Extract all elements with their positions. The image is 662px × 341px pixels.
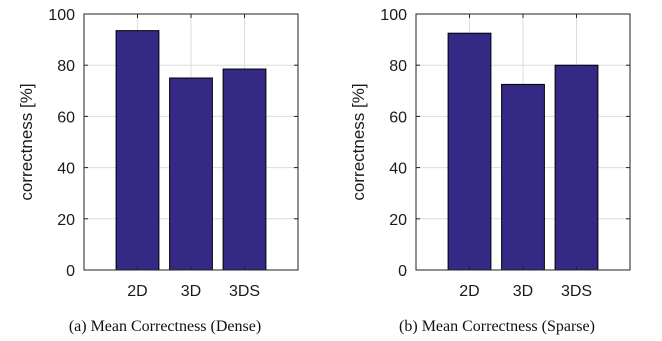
y-tick-label: 60	[57, 109, 75, 126]
x-tick-label: 2D	[127, 283, 147, 300]
bar-3d	[501, 83, 545, 271]
y-axis-label: correctness [%]	[349, 83, 368, 200]
y-tick-label: 60	[389, 109, 407, 126]
x-tick-label: 3D	[513, 283, 533, 300]
bar-3ds	[222, 68, 267, 271]
chart-sparse: 0 20 40 60 80 100 2D 3D 3DS correctness [%]	[349, 7, 631, 300]
bar-2d	[115, 30, 160, 271]
y-tick-label: 80	[389, 58, 407, 75]
bar-2d	[447, 32, 492, 271]
x-tick-label: 3DS	[229, 283, 260, 300]
x-tick-label: 3DS	[561, 283, 592, 300]
caption-dense: (a) Mean Correctness (Dense)	[69, 318, 261, 335]
x-tick-label: 2D	[459, 283, 479, 300]
x-tick-label: 3D	[181, 283, 201, 300]
y-tick-label: 40	[57, 161, 75, 178]
y-tick-label: 0	[398, 263, 407, 280]
y-tick-label: 20	[57, 212, 75, 229]
chart-dense: 0 20 40 60 80 100 2D 3D 3DS correctness [%]	[17, 7, 299, 300]
y-tick-label: 20	[389, 212, 407, 229]
bar-3d	[169, 77, 213, 271]
y-tick-label: 100	[48, 7, 75, 24]
y-tick-label: 100	[380, 7, 407, 24]
y-tick-label: 80	[57, 58, 75, 75]
bar-3ds	[554, 64, 599, 271]
caption-sparse: (b) Mean Correctness (Sparse)	[399, 318, 595, 335]
y-axis-label: correctness [%]	[17, 83, 36, 200]
y-tick-label: 40	[389, 161, 407, 178]
y-tick-label: 0	[66, 263, 75, 280]
